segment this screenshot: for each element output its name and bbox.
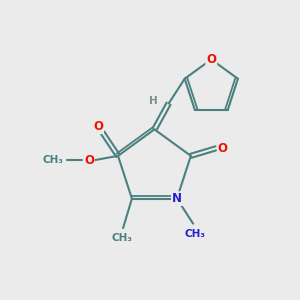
Text: CH₃: CH₃	[111, 233, 132, 243]
Text: O: O	[206, 53, 216, 66]
Text: O: O	[93, 120, 103, 133]
Text: O: O	[84, 154, 94, 167]
Text: O: O	[218, 142, 228, 155]
Text: CH₃: CH₃	[185, 229, 206, 239]
Text: N: N	[172, 192, 182, 205]
Text: CH₃: CH₃	[43, 155, 64, 165]
Text: H: H	[149, 96, 158, 106]
